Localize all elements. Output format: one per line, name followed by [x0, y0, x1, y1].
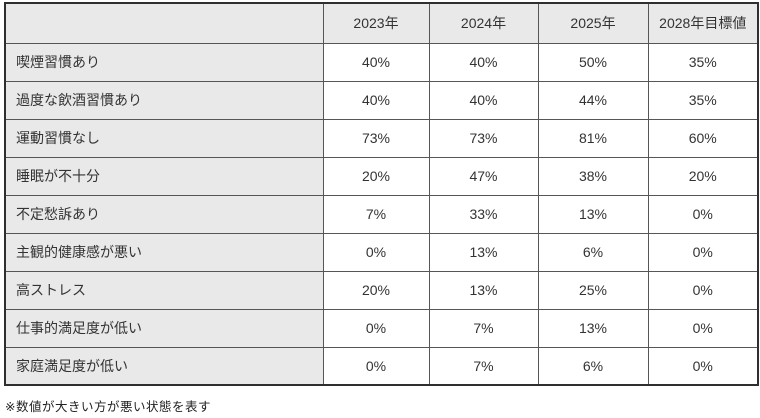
cell-value: 40%	[428, 80, 539, 120]
row-label: 運動習慣なし	[4, 118, 324, 158]
row-label: 睡眠が不十分	[4, 156, 324, 196]
cell-value: 13%	[537, 308, 649, 348]
row-label: 喫煙習慣あり	[4, 42, 324, 82]
cell-value: 47%	[428, 156, 539, 196]
cell-value: 35%	[647, 42, 759, 82]
cell-value: 33%	[428, 194, 539, 234]
row-label: 家庭満足度が低い	[4, 346, 324, 386]
cell-value: 73%	[322, 118, 430, 158]
cell-value: 0%	[647, 308, 759, 348]
cell-value: 13%	[428, 270, 539, 310]
row-label: 過度な飲酒習慣あり	[4, 80, 324, 120]
cell-value: 6%	[537, 346, 649, 386]
table-row: 不定愁訴あり 7% 33% 13% 0%	[4, 194, 759, 234]
cell-value: 25%	[537, 270, 649, 310]
table-row: 主観的健康感が悪い 0% 13% 6% 0%	[4, 232, 759, 272]
cell-value: 7%	[428, 346, 539, 386]
corner-cell	[4, 2, 324, 44]
table-row: 睡眠が不十分 20% 47% 38% 20%	[4, 156, 759, 196]
cell-value: 0%	[647, 194, 759, 234]
table-row: 運動習慣なし 73% 73% 81% 60%	[4, 118, 759, 158]
cell-value: 7%	[428, 308, 539, 348]
cell-value: 60%	[647, 118, 759, 158]
table-row: 高ストレス 20% 13% 25% 0%	[4, 270, 759, 310]
table-row: 喫煙習慣あり 40% 40% 50% 35%	[4, 42, 759, 82]
table-row: 仕事的満足度が低い 0% 7% 13% 0%	[4, 308, 759, 348]
row-label: 仕事的満足度が低い	[4, 308, 324, 348]
cell-value: 81%	[537, 118, 649, 158]
cell-value: 73%	[428, 118, 539, 158]
cell-value: 35%	[647, 80, 759, 120]
cell-value: 0%	[322, 232, 430, 272]
cell-value: 13%	[537, 194, 649, 234]
column-header-2023: 2023年	[322, 2, 430, 44]
cell-value: 6%	[537, 232, 649, 272]
table-row: 過度な飲酒習慣あり 40% 40% 44% 35%	[4, 80, 759, 120]
cell-value: 20%	[322, 156, 430, 196]
cell-value: 40%	[322, 42, 430, 82]
table-row: 家庭満足度が低い 0% 7% 6% 0%	[4, 346, 759, 386]
row-label: 不定愁訴あり	[4, 194, 324, 234]
footnote: ※数値が大きい方が悪い状態を表す	[5, 400, 211, 414]
row-label: 高ストレス	[4, 270, 324, 310]
row-label: 主観的健康感が悪い	[4, 232, 324, 272]
cell-value: 38%	[537, 156, 649, 196]
cell-value: 50%	[537, 42, 649, 82]
cell-value: 20%	[322, 270, 430, 310]
cell-value: 0%	[322, 346, 430, 386]
cell-value: 44%	[537, 80, 649, 120]
cell-value: 40%	[428, 42, 539, 82]
column-header-2028-target: 2028年目標値	[647, 2, 759, 44]
cell-value: 0%	[647, 346, 759, 386]
cell-value: 0%	[647, 270, 759, 310]
column-header-2024: 2024年	[428, 2, 539, 44]
cell-value: 0%	[647, 232, 759, 272]
header-row: 2023年 2024年 2025年 2028年目標値	[4, 2, 759, 44]
cell-value: 0%	[322, 308, 430, 348]
cell-value: 7%	[322, 194, 430, 234]
column-header-2025: 2025年	[537, 2, 649, 44]
cell-value: 40%	[322, 80, 430, 120]
cell-value: 13%	[428, 232, 539, 272]
health-indicators-table: 2023年 2024年 2025年 2028年目標値 喫煙習慣あり 40% 40…	[4, 2, 759, 386]
cell-value: 20%	[647, 156, 759, 196]
